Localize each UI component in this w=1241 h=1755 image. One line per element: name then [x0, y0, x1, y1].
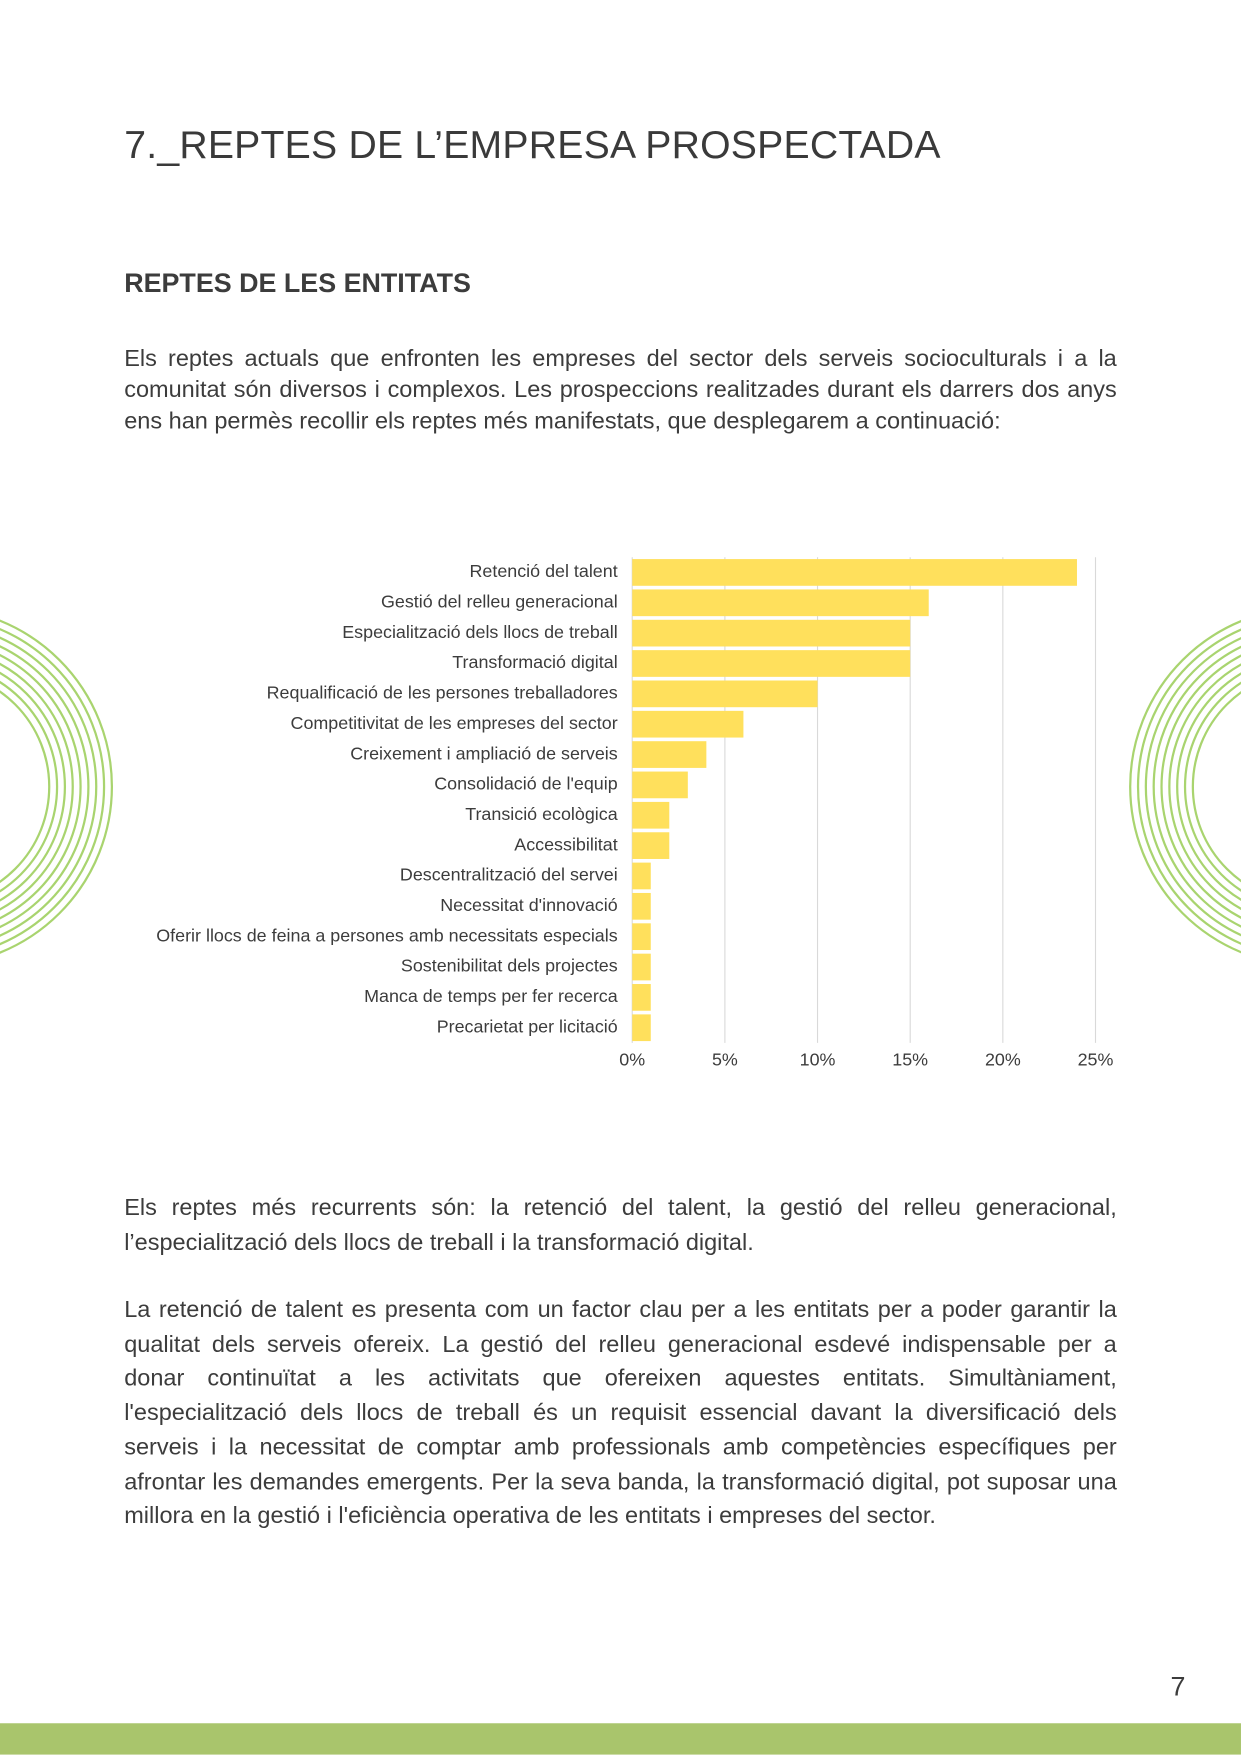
y-tick-label: Descentralització del servei: [400, 865, 618, 885]
heading: 7._REPTES DE L’EMPRESA PROSPECTADA: [124, 123, 941, 167]
decor-ring: [0, 619, 113, 954]
decor-ring: [1136, 628, 1241, 945]
bar: [632, 589, 929, 617]
x-tick-label: 10%: [800, 1050, 836, 1070]
bar: [632, 710, 744, 738]
decor-ring: [0, 636, 98, 937]
decor-ring: [1168, 663, 1241, 910]
decor-ring: [0, 645, 90, 929]
bar: [632, 1014, 651, 1042]
y-tick-label: Transformació digital: [452, 652, 617, 672]
y-tick-label: Accessibilitat: [514, 834, 617, 854]
bar: [632, 892, 651, 920]
y-tick-label: Especialització dels llocs de treball: [342, 622, 617, 642]
paragraph: La retenció de talent es presenta com un…: [124, 1296, 1117, 1529]
chart: 0% 5% 10% 15% 20% 25% Retenció del talent Gesti…: [156, 557, 1114, 1070]
bar: [632, 771, 688, 799]
circle-decor-left: [0, 619, 113, 954]
y-tick-label: Gestió del relleu generacional: [381, 592, 618, 612]
footer-bar: [0, 1723, 1241, 1755]
x-tick-label: 15%: [892, 1050, 928, 1070]
y-tick-label: Retenció del talent: [469, 561, 617, 581]
x-tick-label: 20%: [985, 1050, 1021, 1070]
decor-ring: [0, 671, 66, 902]
y-tick-label: Requalificació de les persones treballad…: [267, 683, 618, 703]
decor-ring: [1129, 619, 1241, 954]
y-tick-label: Consolidació de l'equip: [434, 774, 617, 794]
decor-ring: [1160, 654, 1241, 919]
bar: [632, 801, 670, 829]
x-tick-label: 0%: [619, 1050, 645, 1070]
y-tick-label: Creixement i ampliació de serveis: [350, 743, 618, 763]
bar: [632, 984, 651, 1011]
bar: [632, 619, 911, 647]
x-tick-label: 25%: [1078, 1050, 1114, 1070]
bar: [632, 832, 670, 859]
paragraph: Els reptes més recurrents són: la retenc…: [124, 1195, 1117, 1256]
decor-ring: [1152, 645, 1241, 928]
y-tick-label: Sostenibilitat dels projectes: [401, 956, 618, 976]
decor-ring: [0, 627, 106, 946]
bar: [632, 862, 651, 890]
circle-decor-right: [1129, 619, 1241, 954]
y-tick-label: Manca de temps per fer recerca: [364, 986, 618, 1006]
y-tick-label: Transició ecològica: [465, 804, 618, 824]
bar: [632, 680, 818, 708]
decor-ring: [0, 653, 82, 920]
x-tick-label: 5%: [712, 1050, 738, 1070]
y-tick-label: Necessitat d'innovació: [440, 895, 617, 915]
decor-ring: [0, 662, 74, 911]
paragraph: Els reptes actuals que enfronten les emp…: [124, 345, 1117, 435]
decor-ring: [1176, 672, 1241, 901]
subheading: REPTES DE LES ENTITATS: [124, 268, 471, 299]
bar: [632, 650, 911, 677]
decor-ring: [1191, 691, 1241, 883]
bar: [632, 923, 651, 951]
decor-ring: [0, 690, 51, 884]
decor-ring: [1183, 681, 1241, 892]
decor-ring: [0, 680, 59, 893]
bar: [632, 559, 1077, 586]
page-number: 7: [1170, 1671, 1186, 1702]
y-tick-label: Precarietat per licitació: [437, 1016, 618, 1036]
bar: [632, 741, 707, 768]
decor-ring: [1144, 637, 1241, 937]
bar: [632, 953, 651, 981]
y-tick-label: Competitivitat de les empreses del secto…: [291, 713, 618, 733]
y-tick-label: Oferir llocs de feina a persones amb nec…: [156, 925, 617, 945]
